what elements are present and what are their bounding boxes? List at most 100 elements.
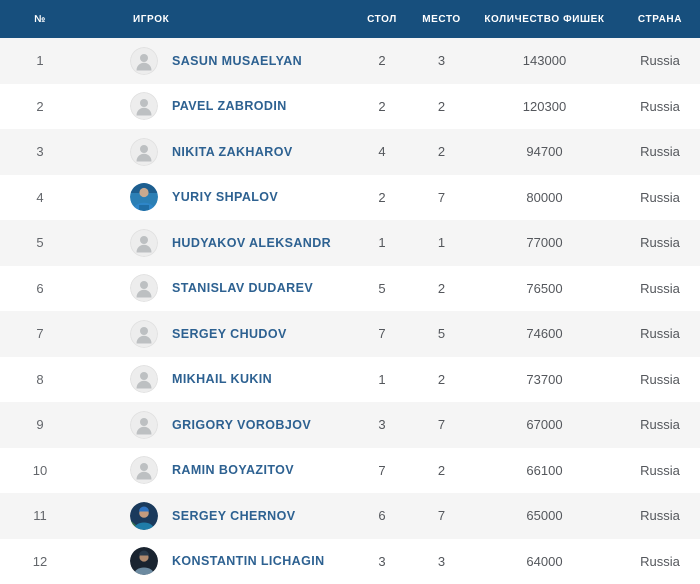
player-avatar-icon bbox=[130, 365, 158, 394]
table-number-cell: 5 bbox=[378, 280, 386, 296]
chips-cell: 65000 bbox=[526, 508, 563, 524]
player-cell: KONSTANTIN LICHAGIN bbox=[80, 547, 350, 576]
chips-cell: 64000 bbox=[526, 553, 563, 569]
player-avatar-icon bbox=[130, 319, 158, 348]
row-number: 2 bbox=[36, 98, 44, 114]
place-cell: 5 bbox=[437, 326, 446, 342]
place-cell: 7 bbox=[437, 417, 446, 433]
row-number: 6 bbox=[36, 280, 44, 296]
player-name-link[interactable]: KONSTANTIN LICHAGIN bbox=[172, 554, 325, 569]
place-cell: 7 bbox=[437, 189, 446, 205]
table-row: 6 STANISLAV DUDAREV 5 2 76500 Russia bbox=[0, 265, 700, 311]
table-number-cell: 7 bbox=[378, 462, 386, 478]
row-number: 12 bbox=[32, 553, 48, 569]
player-avatar-icon bbox=[130, 183, 158, 212]
row-number: 3 bbox=[36, 144, 44, 160]
player-cell: PAVEL ZABRODIN bbox=[80, 92, 350, 121]
table-row: 11 SERGEY CHERNOV 6 7 65000 Russia bbox=[0, 493, 700, 539]
player-avatar-icon bbox=[130, 137, 158, 166]
player-cell: RAMIN BOYAZITOV bbox=[80, 456, 350, 485]
country-cell: Russia bbox=[640, 144, 680, 160]
country-cell: Russia bbox=[640, 462, 680, 478]
row-number: 10 bbox=[32, 462, 48, 478]
header-country: СТРАНА bbox=[637, 13, 683, 25]
header-player: ИГРОК bbox=[133, 13, 170, 25]
row-number: 9 bbox=[36, 417, 44, 433]
player-avatar-icon bbox=[130, 274, 158, 303]
table-row: 9 GRIGORY VOROBJOV 3 7 67000 Russia bbox=[0, 402, 700, 448]
table-row: 8 MIKHAIL KUKIN 1 2 73700 Russia bbox=[0, 356, 700, 402]
player-avatar-icon bbox=[130, 92, 158, 121]
row-number: 7 bbox=[36, 326, 44, 342]
table-number-cell: 6 bbox=[378, 508, 386, 524]
player-cell: NIKITA ZAKHAROV bbox=[80, 137, 350, 166]
chips-cell: 120300 bbox=[522, 98, 567, 114]
row-number: 5 bbox=[36, 235, 44, 251]
player-avatar-icon bbox=[130, 547, 158, 576]
country-cell: Russia bbox=[640, 371, 680, 387]
player-name-link[interactable]: GRIGORY VOROBJOV bbox=[172, 417, 312, 432]
player-cell: HUDYAKOV ALEKSANDR bbox=[80, 228, 350, 257]
table-number-cell: 2 bbox=[378, 53, 386, 69]
player-cell: GRIGORY VOROBJOV bbox=[80, 410, 350, 439]
table-number-cell: 3 bbox=[378, 417, 386, 433]
chips-cell: 94700 bbox=[526, 144, 563, 160]
table-row: 1 SASUN MUSAELYAN 2 3 143000 Russia bbox=[0, 38, 700, 84]
chips-cell: 66100 bbox=[526, 462, 563, 478]
player-name-link[interactable]: MIKHAIL KUKIN bbox=[172, 372, 273, 387]
row-number: 1 bbox=[36, 53, 44, 69]
place-cell: 3 bbox=[437, 53, 446, 69]
country-cell: Russia bbox=[640, 280, 680, 296]
header-place: МЕСТО bbox=[422, 13, 461, 25]
table-number-cell: 2 bbox=[378, 189, 386, 205]
row-number: 8 bbox=[36, 371, 44, 387]
player-cell: YURIY SHPALOV bbox=[80, 183, 350, 212]
place-cell: 2 bbox=[437, 371, 446, 387]
country-cell: Russia bbox=[640, 553, 680, 569]
header-table: СТОЛ bbox=[367, 13, 397, 25]
table-row: 5 HUDYAKOV ALEKSANDR 1 1 77000 Russia bbox=[0, 220, 700, 266]
place-cell: 2 bbox=[437, 462, 446, 478]
chips-cell: 76500 bbox=[526, 280, 563, 296]
header-chips: КОЛИЧЕСТВО ФИШЕК bbox=[484, 13, 605, 25]
country-cell: Russia bbox=[640, 417, 680, 433]
table-body: 1 SASUN MUSAELYAN 2 3 143000 Russia 2 PA… bbox=[0, 38, 700, 584]
place-cell: 3 bbox=[437, 553, 446, 569]
player-avatar-icon bbox=[130, 501, 158, 530]
player-avatar-icon bbox=[130, 46, 158, 75]
player-name-link[interactable]: STANISLAV DUDAREV bbox=[172, 281, 314, 296]
player-cell: SERGEY CHERNOV bbox=[80, 501, 350, 530]
chips-cell: 73700 bbox=[526, 371, 563, 387]
chips-cell: 67000 bbox=[526, 417, 563, 433]
player-cell: STANISLAV DUDAREV bbox=[80, 274, 350, 303]
place-cell: 2 bbox=[437, 98, 446, 114]
player-cell: SASUN MUSAELYAN bbox=[80, 46, 350, 75]
place-cell: 7 bbox=[437, 508, 446, 524]
row-number: 11 bbox=[33, 508, 47, 524]
chips-cell: 74600 bbox=[526, 326, 563, 342]
header-number: № bbox=[34, 13, 46, 25]
table-row: 10 RAMIN BOYAZITOV 7 2 66100 Russia bbox=[0, 447, 700, 493]
chips-cell: 80000 bbox=[526, 189, 563, 205]
table-number-cell: 2 bbox=[378, 98, 386, 114]
country-cell: Russia bbox=[640, 189, 680, 205]
player-name-link[interactable]: NIKITA ZAKHAROV bbox=[172, 144, 293, 159]
player-name-link[interactable]: PAVEL ZABRODIN bbox=[172, 99, 287, 114]
table-row: 3 NIKITA ZAKHAROV 4 2 94700 Russia bbox=[0, 129, 700, 175]
player-avatar-icon bbox=[130, 456, 158, 485]
player-name-link[interactable]: SASUN MUSAELYAN bbox=[172, 53, 303, 68]
player-name-link[interactable]: SERGEY CHUDOV bbox=[172, 326, 287, 341]
country-cell: Russia bbox=[640, 98, 680, 114]
player-avatar-icon bbox=[130, 410, 158, 439]
country-cell: Russia bbox=[640, 235, 680, 251]
row-number: 4 bbox=[36, 189, 44, 205]
place-cell: 1 bbox=[437, 235, 446, 251]
table-number-cell: 1 bbox=[378, 235, 386, 251]
player-name-link[interactable]: RAMIN BOYAZITOV bbox=[172, 463, 294, 478]
player-name-link[interactable]: SERGEY CHERNOV bbox=[172, 508, 296, 523]
player-name-link[interactable]: HUDYAKOV ALEKSANDR bbox=[172, 235, 332, 250]
player-cell: SERGEY CHUDOV bbox=[80, 319, 350, 348]
player-name-link[interactable]: YURIY SHPALOV bbox=[172, 190, 279, 205]
table-number-cell: 1 bbox=[378, 371, 386, 387]
